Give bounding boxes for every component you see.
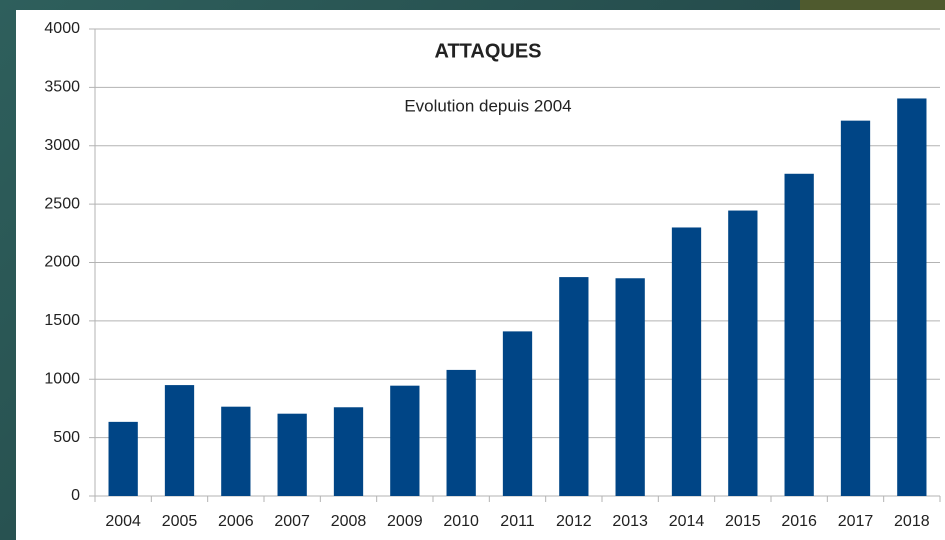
y-tick-label: 0 (71, 487, 80, 504)
bar (278, 414, 307, 496)
x-tick-label: 2007 (274, 513, 310, 530)
x-tick-label: 2006 (218, 513, 254, 530)
y-tick-label: 500 (53, 429, 80, 446)
x-tick-label: 2008 (331, 513, 367, 530)
bar (616, 278, 645, 496)
bar (841, 121, 870, 496)
bar (897, 98, 926, 496)
x-tick-label: 2012 (556, 513, 592, 530)
chart: ATTAQUES Evolution depuis 2004 0 500 1000 1… (0, 0, 945, 540)
x-tick-label: 2005 (162, 513, 198, 530)
y-tick-label: 3000 (44, 137, 80, 154)
y-tick-label: 4000 (44, 20, 80, 37)
x-tick-label: 2009 (387, 513, 423, 530)
bar (109, 422, 138, 496)
y-tick-label: 2000 (44, 254, 80, 271)
bar (165, 385, 194, 496)
y-tick-label: 1500 (44, 312, 80, 329)
bar (334, 407, 363, 496)
x-tick-label: 2004 (105, 513, 141, 530)
x-tick-label: 2011 (500, 513, 535, 530)
y-tick-label: 2500 (44, 195, 80, 212)
x-tick-label: 2014 (669, 513, 705, 530)
bar (559, 277, 588, 496)
chart-subtitle: Evolution depuis 2004 (404, 96, 571, 115)
background-photo-edge (800, 0, 945, 10)
x-tick-label: 2017 (838, 513, 874, 530)
bar (785, 174, 814, 496)
x-tick-label: 2018 (894, 513, 930, 530)
bar (728, 211, 757, 496)
bar (390, 386, 419, 496)
bar (672, 227, 701, 496)
x-tick-label: 2015 (725, 513, 761, 530)
x-tick-label: 2010 (443, 513, 479, 530)
x-tick-label: 2013 (612, 513, 648, 530)
page: {"chart_data": {"type": "bar", "title": … (0, 0, 945, 540)
bar (503, 331, 532, 496)
bar (447, 370, 476, 496)
y-tick-label: 1000 (44, 370, 80, 387)
bar (221, 407, 250, 496)
y-tick-label: 3500 (44, 79, 80, 96)
x-tick-label: 2016 (781, 513, 817, 530)
chart-title: ATTAQUES (434, 40, 541, 62)
